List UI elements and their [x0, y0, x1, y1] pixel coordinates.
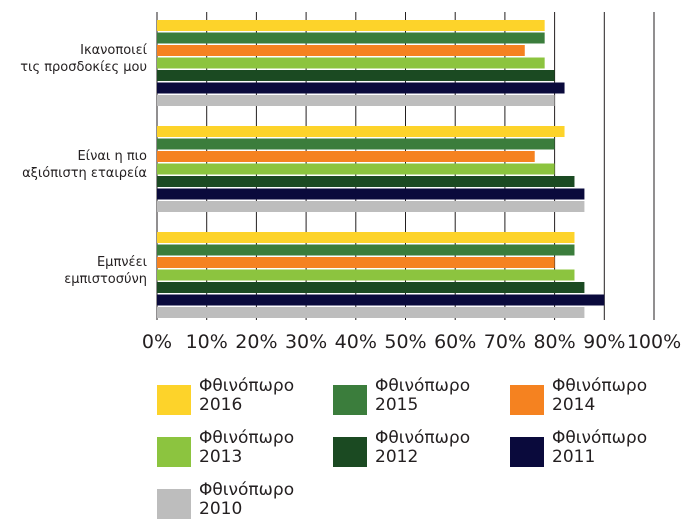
category-label: Ικανοποιεί τις προσδοκίες μου: [20, 43, 147, 75]
bar: [157, 188, 585, 200]
x-tick-label: 50%: [384, 331, 426, 353]
x-tick-label: 70%: [484, 331, 526, 353]
bar: [157, 232, 575, 243]
bar: [157, 95, 555, 106]
bar: [157, 70, 555, 81]
x-tick-label: 0%: [142, 331, 172, 353]
x-tick-label: 100%: [627, 331, 681, 353]
bar: [157, 176, 575, 187]
bar: [157, 45, 525, 56]
x-tick-label: 60%: [434, 331, 476, 353]
bar: [157, 151, 535, 162]
bar: [157, 244, 575, 256]
bar: [157, 57, 545, 69]
x-tick-label: 40%: [335, 331, 377, 353]
bar: [157, 257, 555, 268]
bar: [157, 269, 575, 281]
category-label: Είναι η πιο αξιόπιστη εταιρεία: [22, 149, 147, 181]
bar: [157, 138, 555, 150]
category-label-line: Ικανοποιεί: [80, 43, 147, 58]
category-label-line: αξιόπιστη εταιρεία: [22, 166, 147, 181]
x-tick-label: 90%: [583, 331, 625, 353]
x-tick-label: 20%: [235, 331, 277, 353]
bar: [157, 294, 605, 306]
bar: [157, 201, 585, 212]
bar: [157, 32, 545, 44]
category-label-line: Είναι η πιο: [77, 149, 147, 164]
bar: [157, 82, 565, 94]
x-tick-label: 10%: [186, 331, 228, 353]
bar: [157, 307, 585, 318]
bar: [157, 282, 585, 293]
category-label-line: Εμπνέει: [97, 255, 147, 270]
category-label: Εμπνέει εμπιστοσύνη: [64, 255, 147, 287]
category-label-line: εμπιστοσύνη: [64, 272, 147, 287]
bar: [157, 126, 565, 137]
category-label-line: τις προσδοκίες μου: [20, 60, 147, 75]
x-tick-label: 30%: [285, 331, 327, 353]
x-tick-label: 80%: [533, 331, 575, 353]
bar: [157, 163, 555, 175]
bar: [157, 20, 545, 31]
